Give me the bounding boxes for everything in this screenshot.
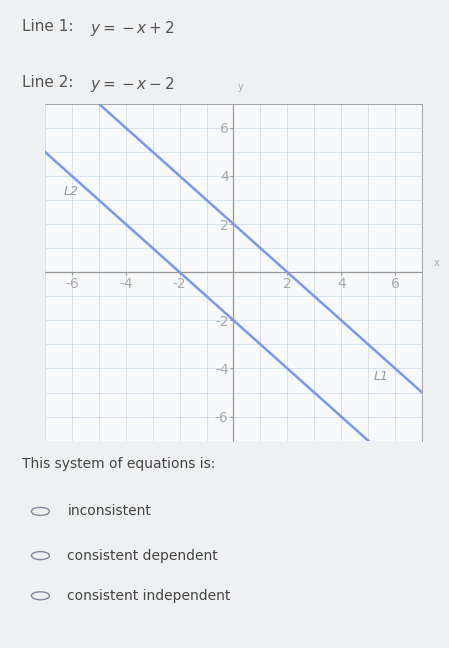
Text: x: x <box>434 258 440 268</box>
Text: y: y <box>238 82 243 93</box>
Text: consistent dependent: consistent dependent <box>67 549 218 562</box>
Text: $y = -x+2$: $y = -x+2$ <box>90 19 175 38</box>
Text: consistent independent: consistent independent <box>67 589 231 603</box>
Text: Line 1:: Line 1: <box>22 19 79 34</box>
Text: Line 2:: Line 2: <box>22 75 79 90</box>
Text: L2: L2 <box>64 185 79 198</box>
Text: $y = -x-2$: $y = -x-2$ <box>90 75 175 94</box>
Text: This system of equations is:: This system of equations is: <box>22 457 216 471</box>
Text: inconsistent: inconsistent <box>67 504 151 518</box>
Text: L1: L1 <box>374 371 388 384</box>
